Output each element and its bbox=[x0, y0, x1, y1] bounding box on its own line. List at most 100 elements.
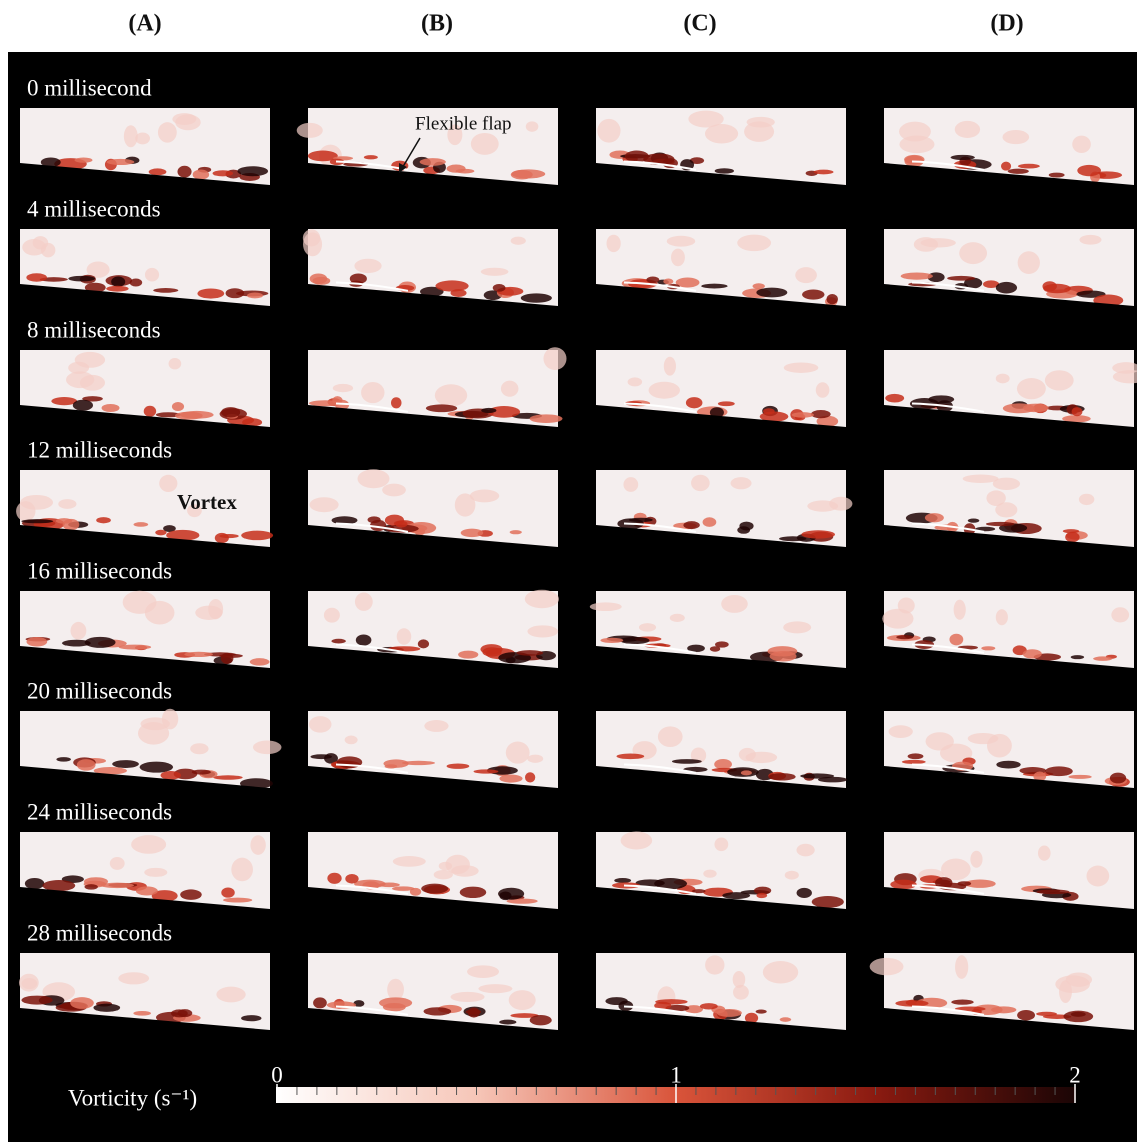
weak-vorticity bbox=[986, 490, 1005, 506]
vorticity-blob bbox=[221, 888, 234, 898]
weak-vorticity bbox=[471, 133, 499, 155]
weak-vorticity bbox=[527, 625, 558, 637]
vorticity-panel bbox=[20, 229, 270, 307]
weak-vorticity bbox=[525, 590, 559, 608]
weak-vorticity bbox=[993, 478, 1020, 490]
vorticity-panel bbox=[308, 711, 558, 789]
vorticity-blob bbox=[763, 408, 775, 414]
vorticity-blob bbox=[890, 880, 916, 890]
weak-vorticity bbox=[705, 124, 738, 144]
vorticity-blob bbox=[902, 760, 926, 764]
row-label: 4 milliseconds bbox=[27, 196, 161, 221]
vorticity-blob bbox=[885, 394, 904, 403]
vorticity-blob bbox=[714, 759, 732, 769]
weak-vorticity bbox=[590, 602, 622, 611]
vorticity-blob bbox=[107, 159, 135, 165]
weak-vorticity bbox=[71, 622, 87, 640]
vorticity-blob bbox=[310, 273, 328, 284]
weak-vorticity bbox=[1111, 607, 1129, 622]
weak-vorticity bbox=[324, 608, 340, 623]
weak-vorticity bbox=[478, 984, 512, 993]
vorticity-blob bbox=[620, 637, 650, 644]
vorticity-blob bbox=[447, 764, 470, 769]
weak-vorticity bbox=[954, 600, 966, 620]
column-label: (D) bbox=[990, 11, 1023, 37]
weak-vorticity bbox=[970, 851, 982, 868]
vorticity-blob bbox=[896, 635, 913, 639]
weak-vorticity bbox=[361, 382, 384, 403]
vorticity-blob bbox=[617, 753, 645, 759]
weak-vorticity bbox=[1086, 866, 1109, 887]
weak-vorticity bbox=[345, 736, 358, 745]
vorticity-blob bbox=[686, 397, 703, 408]
vorticity-blob bbox=[1017, 1010, 1035, 1021]
vorticity-panel bbox=[308, 832, 558, 910]
vorticity-blob bbox=[756, 288, 787, 298]
weak-vorticity bbox=[527, 755, 543, 763]
weak-vorticity bbox=[955, 121, 980, 138]
weak-vorticity bbox=[703, 870, 716, 878]
vorticity-blob bbox=[614, 878, 631, 883]
vorticity-blob bbox=[70, 997, 94, 1009]
colorbar-tick-label: 2 bbox=[1069, 1062, 1081, 1087]
weak-vorticity bbox=[721, 595, 748, 613]
row-label: 20 milliseconds bbox=[27, 678, 172, 703]
vorticity-blob bbox=[153, 288, 178, 293]
weak-vorticity bbox=[397, 628, 412, 644]
weak-vorticity bbox=[309, 716, 332, 733]
vorticity-blob bbox=[102, 404, 120, 412]
vorticity-blob bbox=[672, 759, 702, 764]
weak-vorticity bbox=[144, 868, 167, 877]
weak-vorticity bbox=[387, 979, 404, 1001]
vorticity-blob bbox=[717, 1009, 742, 1017]
vorticity-blob bbox=[525, 772, 535, 782]
vorticity-blob bbox=[701, 284, 727, 289]
weak-vorticity bbox=[959, 242, 987, 264]
vorticity-blob bbox=[134, 522, 149, 527]
weak-vorticity bbox=[543, 347, 566, 370]
vorticity-blob bbox=[421, 884, 448, 894]
vorticity-blob bbox=[250, 658, 270, 665]
vorticity-blob bbox=[447, 164, 466, 172]
row-label: 28 milliseconds bbox=[27, 920, 172, 945]
vorticity-blob bbox=[530, 1015, 552, 1025]
vorticity-blob bbox=[426, 404, 457, 412]
vorticity-blob bbox=[177, 1009, 192, 1017]
vorticity-panel bbox=[596, 229, 846, 307]
weak-vorticity bbox=[784, 363, 819, 373]
weak-vorticity bbox=[963, 475, 999, 483]
vorticity-blob bbox=[1008, 169, 1029, 174]
vorticity-blob bbox=[1063, 1011, 1093, 1023]
column-label: (B) bbox=[421, 11, 453, 37]
vorticity-blob bbox=[1072, 407, 1083, 416]
vorticity-panel bbox=[20, 709, 281, 789]
vorticity-panel bbox=[884, 711, 1134, 789]
weak-vorticity bbox=[450, 992, 484, 1002]
weak-vorticity bbox=[124, 125, 138, 147]
vorticity-blob bbox=[241, 531, 273, 541]
vorticity-blob bbox=[756, 893, 767, 898]
colorbar-tick-label: 1 bbox=[670, 1062, 682, 1087]
weak-vorticity bbox=[691, 475, 710, 491]
vorticity-blob bbox=[247, 292, 263, 298]
vorticity-panel bbox=[308, 590, 559, 669]
weak-vorticity bbox=[889, 725, 913, 738]
vorticity-panel bbox=[870, 953, 1134, 1031]
weak-vorticity bbox=[816, 382, 830, 397]
vorticity-blob bbox=[418, 639, 429, 648]
vorticity-blob bbox=[345, 874, 358, 884]
vorticity-blob bbox=[331, 639, 345, 644]
weak-vorticity bbox=[1018, 251, 1040, 274]
vorticity-blob bbox=[458, 651, 478, 659]
vorticity-blob bbox=[996, 282, 1017, 294]
vorticity-blob bbox=[56, 757, 71, 762]
vorticity-blob bbox=[391, 397, 402, 408]
vorticity-blob bbox=[21, 996, 52, 1005]
vorticity-blob bbox=[715, 641, 729, 647]
column-label: (A) bbox=[128, 11, 161, 37]
vorticity-blob bbox=[800, 773, 834, 778]
weak-vorticity bbox=[175, 114, 200, 130]
vorticity-blob bbox=[1043, 284, 1071, 294]
vorticity-blob bbox=[84, 884, 97, 890]
vorticity-blob bbox=[981, 646, 995, 650]
